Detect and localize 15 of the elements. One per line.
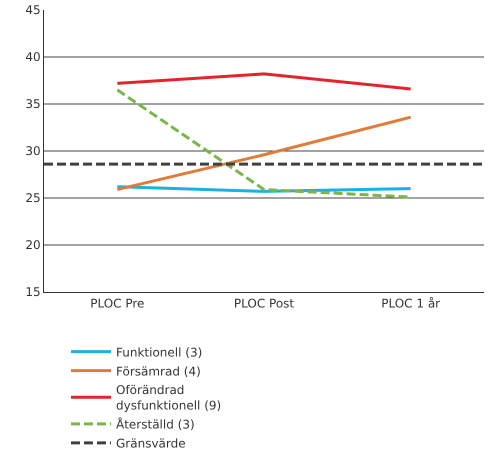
- legend-label: Oförändrad dysfunktionell (9): [116, 383, 222, 413]
- y-tick-label: 35: [25, 97, 41, 112]
- y-tick-label: 20: [25, 238, 41, 252]
- x-tick-label: PLOC Pre: [90, 296, 144, 310]
- legend-label: Återställd (3): [116, 416, 195, 432]
- x-tick-label: PLOC Post: [234, 296, 294, 310]
- y-tick-label: 30: [25, 144, 41, 158]
- legend-label: Funktionell (3): [116, 345, 202, 360]
- y-tick-label: 15: [25, 285, 41, 300]
- y-tick-label: 25: [25, 191, 41, 206]
- legend-label: Gränsvärde: [116, 436, 186, 450]
- y-tick-label: 40: [25, 50, 41, 64]
- y-tick-label: 45: [25, 3, 41, 18]
- legend-label: Försämrad (4): [116, 364, 201, 378]
- x-tick-label: PLOC 1 år: [381, 296, 440, 310]
